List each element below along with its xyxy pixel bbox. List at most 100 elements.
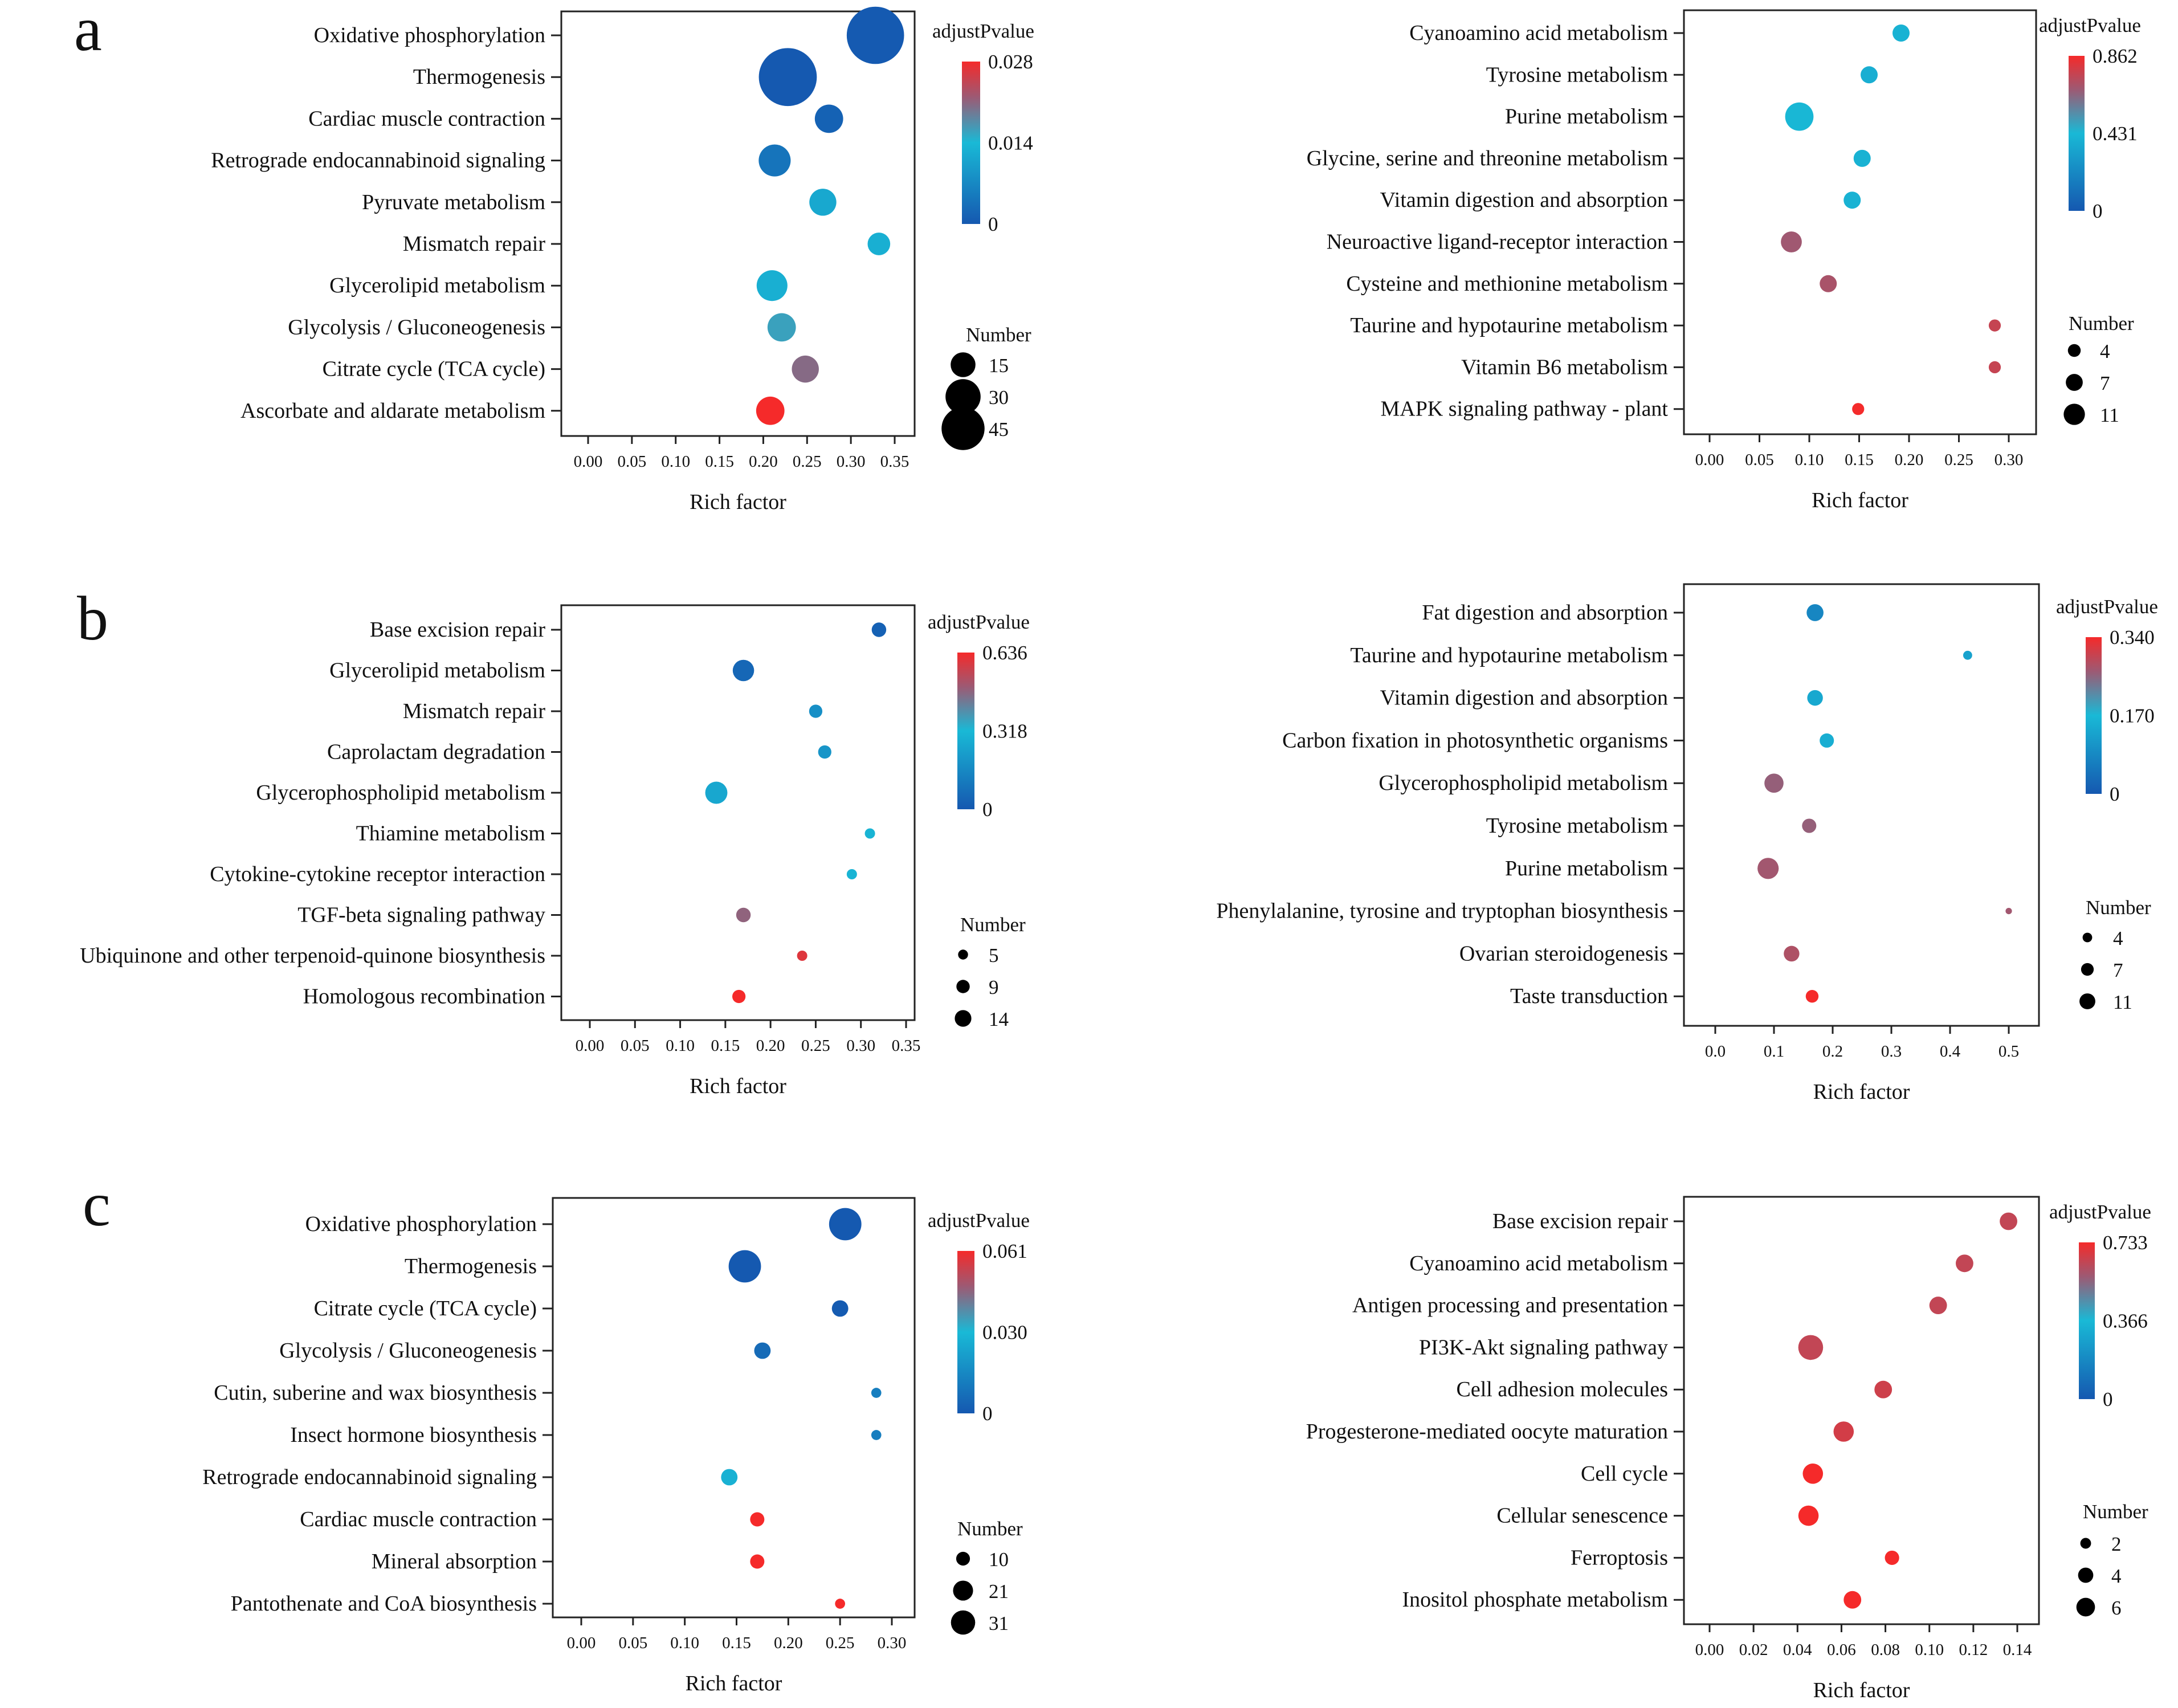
colorbar-tick-label: 0 — [982, 798, 993, 821]
category-label: Carbon fixation in photosynthetic organi… — [1282, 728, 1668, 752]
size-legend-label: 11 — [2100, 404, 2119, 426]
colorbar-tick-label: 0 — [2110, 783, 2120, 805]
data-point — [721, 1469, 738, 1486]
data-point — [750, 1512, 765, 1527]
data-point — [797, 950, 807, 961]
colorbar — [962, 62, 980, 224]
size-legend-dot — [953, 1580, 973, 1601]
data-point — [1988, 361, 2001, 374]
data-point — [1781, 231, 1802, 252]
x-tick-label: 0.05 — [617, 453, 646, 471]
category-label: Cytokine-cytokine receptor interaction — [210, 862, 545, 886]
data-point — [758, 144, 791, 177]
data-point — [846, 869, 857, 880]
data-point — [1893, 25, 1910, 42]
category-label: Ubiquinone and other terpenoid-quinone b… — [80, 944, 545, 968]
x-tick-label: 0.08 — [1871, 1641, 1900, 1659]
data-point — [829, 1208, 862, 1241]
size-legend-dot — [958, 949, 968, 960]
size-legend-label: 45 — [989, 418, 1009, 441]
data-point — [767, 313, 796, 342]
x-tick-label: 0.25 — [801, 1037, 830, 1055]
panel-label-c: c — [83, 1169, 111, 1239]
x-tick-label: 0.06 — [1827, 1641, 1856, 1659]
category-label: Retrograde endocannabinoid signaling — [211, 149, 545, 173]
category-label: Citrate cycle (TCA cycle) — [314, 1297, 537, 1320]
data-point — [756, 396, 785, 425]
category-label: Homologous recombination — [303, 985, 545, 1009]
category-label: Glycerophospholipid metabolism — [256, 781, 545, 805]
category-label: Ascorbate and aldarate metabolism — [240, 399, 545, 423]
category-label: Phenylalanine, tyrosine and tryptophan b… — [1216, 899, 1668, 923]
data-point — [835, 1599, 845, 1609]
category-label: Cardiac muscle contraction — [308, 107, 545, 131]
size-legend-label: 6 — [2111, 1597, 2122, 1619]
category-label: Thermogenesis — [405, 1254, 537, 1278]
category-label: Mineral absorption — [372, 1550, 537, 1574]
category-label: Vitamin digestion and absorption — [1380, 188, 1668, 212]
x-tick-label: 0.10 — [1795, 451, 1824, 469]
category-label: Ferroptosis — [1571, 1546, 1668, 1570]
data-point — [871, 1388, 882, 1398]
data-point — [814, 104, 843, 133]
x-tick-label: 0.00 — [574, 453, 603, 471]
data-point — [846, 6, 904, 64]
panel-c-left-chart: Oxidative phosphorylation Thermogenesis Ci… — [202, 1197, 1030, 1695]
panel-b-right-chart: Fat digestion and absorption Taurine and … — [1216, 583, 2158, 1104]
plot-frame — [560, 10, 916, 437]
x-tick-label: 0.5 — [1998, 1042, 2019, 1061]
category-label: PI3K-Akt signaling pathway — [1419, 1335, 1668, 1359]
colorbar — [957, 1251, 974, 1413]
data-point — [871, 622, 887, 637]
plot-frame — [1683, 583, 2040, 1027]
data-point — [831, 1300, 849, 1317]
category-label: Thermogenesis — [413, 65, 545, 89]
category-label: Oxidative phosphorylation — [305, 1212, 537, 1236]
size-legend-dot — [2066, 374, 2083, 391]
data-point — [1798, 1505, 1819, 1526]
size-legend-dot — [2080, 1538, 2091, 1549]
x-tick-label: 0.20 — [774, 1634, 803, 1652]
x-tick-label: 0.4 — [1940, 1042, 1961, 1061]
data-point — [1784, 945, 1800, 962]
x-tick-label: 0.05 — [621, 1037, 650, 1055]
x-tick-label: 0.12 — [1959, 1641, 1988, 1659]
data-point — [809, 189, 837, 216]
category-label: Cell adhesion molecules — [1457, 1377, 1668, 1401]
category-label: Antigen processing and presentation — [1352, 1294, 1668, 1318]
x-tick-label: 0.30 — [837, 453, 866, 471]
panel-label-b: b — [77, 584, 108, 653]
x-axis-label: Rich factor — [1812, 488, 1908, 512]
colorbar-tick-label: 0 — [2093, 200, 2103, 222]
size-legend-dot — [2063, 403, 2085, 425]
data-point — [1963, 650, 1972, 660]
data-point — [728, 1250, 761, 1283]
x-tick-label: 0.14 — [2003, 1641, 2032, 1659]
plot-frame — [560, 604, 916, 1021]
category-label: Glycerolipid metabolism — [329, 659, 545, 683]
category-label: Mismatch repair — [403, 699, 545, 723]
data-point — [1843, 1591, 1862, 1609]
data-point — [1988, 319, 2001, 332]
colorbar-tick-label: 0 — [988, 213, 998, 235]
colorbar-tick-label: 0.170 — [2110, 705, 2155, 727]
category-label: Taurine and hypotaurine metabolism — [1350, 643, 1668, 667]
category-label: TGF-beta signaling pathway — [297, 903, 545, 927]
x-axis-label: Rich factor — [1813, 1678, 1910, 1702]
x-tick-label: 0.00 — [576, 1037, 605, 1055]
size-legend-dot — [956, 1551, 970, 1566]
size-legend-title: Number — [2083, 1501, 2148, 1523]
category-label: Cyanoamino acid metabolism — [1409, 1252, 1668, 1275]
plot-frame — [1683, 9, 2037, 435]
size-legend-label: 15 — [989, 354, 1009, 377]
colorbar-title: adjustPvalue — [928, 1209, 1030, 1232]
x-axis-label: Rich factor — [686, 1672, 782, 1695]
x-tick-label: 0.10 — [666, 1037, 695, 1055]
category-label: Cysteine and methionine metabolism — [1346, 272, 1668, 296]
data-point — [1820, 275, 1837, 292]
data-point — [1757, 858, 1779, 879]
size-legend-label: 14 — [989, 1008, 1009, 1030]
category-label: Purine metabolism — [1505, 105, 1668, 129]
size-legend-dot — [2082, 932, 2093, 943]
x-tick-label: 0.20 — [756, 1037, 785, 1055]
